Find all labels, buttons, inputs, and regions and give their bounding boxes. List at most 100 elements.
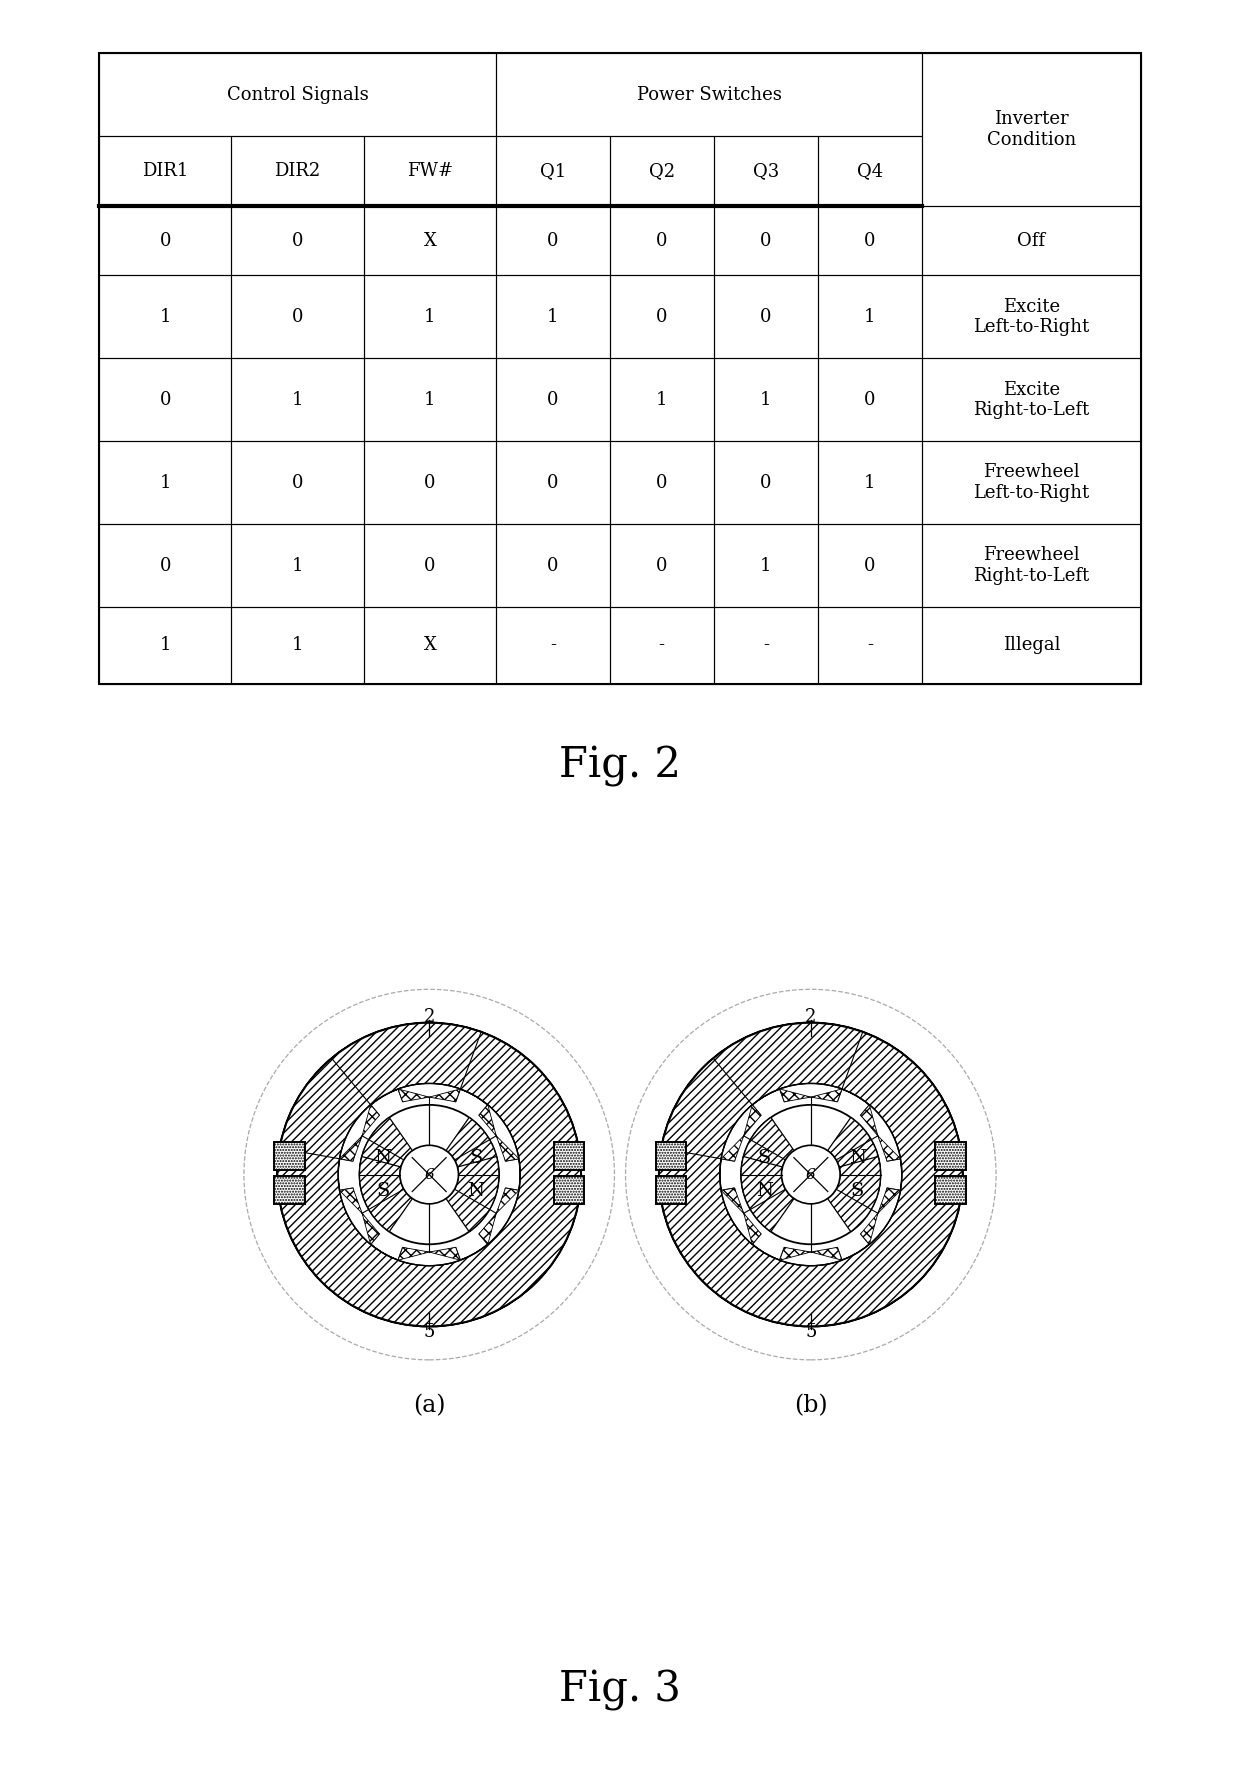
Text: Q2: Q2 [649,161,675,181]
Text: 0: 0 [160,558,171,575]
Text: -: - [549,637,556,655]
Wedge shape [780,1248,842,1266]
Text: N: N [756,1182,773,1200]
Bar [496,524,610,607]
Polygon shape [780,1089,811,1101]
Text: -: - [867,637,873,655]
Text: 1: 1 [864,474,875,492]
Wedge shape [398,1083,460,1101]
Text: N: N [374,1149,391,1166]
Bar [610,276,714,359]
Bar [274,1142,305,1170]
Bar [714,136,818,205]
Text: 1: 1 [291,637,304,655]
Polygon shape [811,1248,842,1260]
Bar [99,441,232,524]
Bar [714,359,818,441]
Bar [232,359,363,441]
Text: 0: 0 [656,308,667,326]
Bar [363,205,496,276]
Bar [610,205,714,276]
Polygon shape [878,1188,900,1212]
Text: 1: 1 [160,308,171,326]
Text: 1: 1 [424,308,435,326]
Bar [99,607,232,683]
Text: DIR1: DIR1 [143,161,188,181]
Wedge shape [861,1188,900,1244]
Bar [818,205,923,276]
Text: 0: 0 [656,232,667,250]
Text: S: S [851,1182,864,1200]
Wedge shape [278,1023,582,1317]
Text: 0: 0 [864,232,875,250]
Text: 5: 5 [805,1322,816,1342]
Text: 1: 1 [160,474,171,492]
Bar [99,524,232,607]
Polygon shape [429,1248,460,1260]
Text: 0: 0 [864,391,875,409]
Bar [935,1177,966,1204]
Wedge shape [827,1117,880,1193]
Wedge shape [340,1104,379,1161]
Bar [610,136,714,205]
Polygon shape [340,1188,362,1212]
Text: 0: 0 [760,474,771,492]
Bar [818,276,923,359]
Polygon shape [362,1212,379,1244]
Wedge shape [658,1023,962,1326]
Bar [923,524,1141,607]
Bar [923,53,1141,205]
Text: 5: 5 [424,1322,435,1342]
Polygon shape [496,1136,518,1161]
Bar [714,276,818,359]
Text: Fig. 2: Fig. 2 [559,745,681,786]
Text: Freewheel
Right-to-Left: Freewheel Right-to-Left [973,547,1090,586]
Polygon shape [811,1089,842,1101]
Text: 0: 0 [424,474,435,492]
Bar [818,607,923,683]
Text: N: N [849,1149,866,1166]
Bar [232,205,363,276]
Bar [363,441,496,524]
Wedge shape [360,1156,413,1232]
Wedge shape [479,1188,518,1244]
Bar [363,524,496,607]
Wedge shape [340,1188,379,1244]
Polygon shape [362,1104,379,1136]
Bar [714,524,818,607]
Wedge shape [479,1104,518,1161]
Polygon shape [744,1104,761,1136]
Text: Illegal: Illegal [1003,637,1060,655]
Text: 0: 0 [656,558,667,575]
Polygon shape [780,1248,811,1260]
Polygon shape [744,1212,761,1244]
Wedge shape [722,1188,761,1244]
Text: 0: 0 [547,232,558,250]
Polygon shape [398,1089,429,1101]
Text: Off: Off [1018,232,1045,250]
Bar [818,136,923,205]
Text: Inverter
Condition: Inverter Condition [987,110,1076,149]
Text: (a): (a) [413,1395,445,1418]
Text: Excite
Right-to-Left: Excite Right-to-Left [973,381,1090,419]
Polygon shape [398,1248,429,1260]
Bar [363,359,496,441]
Bar [232,607,363,683]
Text: Excite
Left-to-Right: Excite Left-to-Right [973,297,1090,336]
Text: (b): (b) [794,1395,827,1418]
Wedge shape [278,1023,582,1317]
Polygon shape [496,1188,518,1212]
Bar [496,53,923,136]
Wedge shape [398,1248,460,1266]
Text: 1: 1 [291,558,304,575]
Text: 0: 0 [547,474,558,492]
Bar [363,607,496,683]
Bar [496,359,610,441]
Text: 0: 0 [547,391,558,409]
Bar [610,524,714,607]
Text: Q3: Q3 [753,161,779,181]
Text: 0: 0 [291,232,304,250]
Text: 1: 1 [547,308,558,326]
Bar [714,205,818,276]
Polygon shape [861,1104,878,1136]
